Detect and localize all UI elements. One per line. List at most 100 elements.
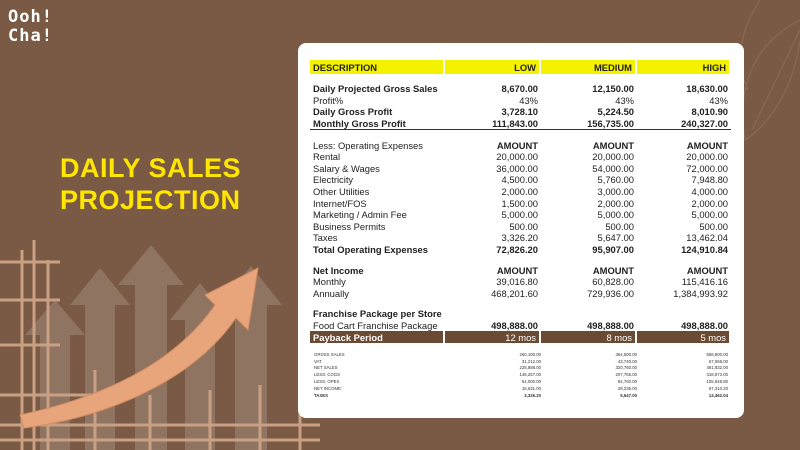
row-medium: 5,224.50 — [597, 106, 635, 118]
header-low: LOW — [445, 60, 541, 74]
row-label: Monthly — [313, 276, 346, 288]
row-high: 124,910.84 — [681, 244, 728, 256]
row-label: Rental — [313, 151, 341, 163]
row-high: 2,000.00 — [691, 197, 729, 209]
row-high: 5 mos — [637, 331, 731, 344]
leaf-decoration — [740, 0, 800, 142]
row-low: 468,201.60 — [491, 287, 538, 299]
row-label: Daily Projected Gross Sales — [313, 83, 438, 95]
row-high: 7,948.80 — [691, 174, 729, 186]
summary-low: 64,000.00 — [521, 379, 541, 385]
row-medium: 5,647.00 — [597, 232, 635, 244]
summary-low: 228,888.00 — [519, 365, 541, 371]
row-low: 498,888.00 — [491, 319, 538, 331]
row-low: 3,326.20 — [501, 232, 539, 244]
row-high: 500.00 — [699, 220, 728, 232]
row-medium: 498,888.00 — [587, 319, 634, 331]
row-label: Internet/FOS — [313, 197, 367, 209]
summary-low: 16,631.00 — [521, 385, 541, 391]
row-low: 12 mos — [445, 331, 541, 344]
summary-high: 105,948.80 — [706, 379, 728, 385]
row-medium: 3,000.00 — [597, 186, 635, 198]
row-medium: 5,000.00 — [597, 209, 635, 221]
summary-high: 67,068.00 — [708, 358, 728, 364]
row-high: 72,000.00 — [686, 162, 728, 174]
row-medium: 43% — [615, 94, 634, 106]
slide-title: DAILY SALES PROJECTION — [60, 152, 241, 216]
summary-row: NET SALES 228,888.00 320,760.00 491,832.00 — [312, 365, 730, 372]
table-row: Total Operating Expenses 72,826.20 95,907.… — [310, 244, 731, 256]
rising-arrow — [19, 267, 259, 429]
row-medium — [541, 308, 637, 320]
row-low: 1,500.00 — [501, 197, 539, 209]
table-row: Franchise Package per Store — [310, 308, 731, 320]
summary-row: GROSS SALES 260,100.00 364,500.00 558,900.0… — [312, 351, 730, 358]
summary-row: NET INCOME: 16,631.00 28,235.00 67,310.20 — [312, 385, 730, 392]
row-medium: 60,828.00 — [592, 276, 634, 288]
table-row: Annually 468,201.60 729,936.00 1,384,993.92 — [310, 288, 731, 300]
table-header-row: DESCRIPTION LOW MEDIUM HIGH — [310, 60, 731, 74]
slide-title-line2: PROJECTION — [60, 185, 241, 215]
row-high: 18,630.00 — [686, 83, 728, 95]
row-medium: 5,760.00 — [597, 174, 635, 186]
table-row: Net Income AMOUNT AMOUNT AMOUNT — [310, 264, 731, 276]
row-low: 3,728.10 — [501, 106, 539, 118]
table-row: Daily Projected Gross Sales 8,670.00 12,15… — [310, 83, 731, 95]
row-label: Profit% — [313, 94, 344, 106]
summary-low: 148,257.00 — [519, 372, 541, 378]
row-low: 39,016.80 — [496, 276, 538, 288]
row-label: Net Income — [313, 264, 364, 276]
row-medium: 8 mos — [541, 331, 637, 344]
table-row: Less: Operating Expenses AMOUNT AMOUNT AMOU… — [310, 139, 731, 151]
row-label: Salary & Wages — [313, 162, 380, 174]
summary-medium: 320,760.00 — [615, 365, 637, 371]
row-medium: AMOUNT — [592, 139, 634, 151]
summary-row: TAXES 3,326.20 5,647.00 13,462.04 — [312, 392, 730, 399]
row-high: 240,327.00 — [637, 118, 731, 131]
row-label: Other Utilities — [313, 186, 370, 198]
table-row: Monthly 39,016.80 60,828.00 115,416.16 — [310, 276, 731, 288]
table-row: Other Utilities 2,000.00 3,000.00 4,000.00 — [310, 186, 731, 198]
table-row: Food Cart Franchise Package 498,888.00 498… — [310, 320, 731, 332]
row-label: Franchise Package per Store — [313, 308, 442, 320]
summary-row: LESS: COGS 148,257.00 207,765.00 318,573.00 — [312, 371, 730, 378]
summary-row: LESS: OPEX 64,000.00 84,760.00 105,948.80 — [312, 378, 730, 385]
row-label: Electricity — [313, 174, 354, 186]
row-label: Taxes — [313, 232, 338, 244]
bamboo-scaffold — [0, 240, 320, 450]
summary-medium: 43,740.00 — [617, 358, 637, 364]
row-label: Payback Period — [310, 331, 445, 344]
table-row: Monthly Gross Profit 111,843.00 156,735.00… — [310, 118, 731, 131]
row-low: 2,000.00 — [501, 186, 539, 198]
summary-high: 558,900.00 — [706, 351, 728, 357]
summary-label: TAXES — [314, 392, 329, 398]
row-low: 72,826.20 — [496, 244, 538, 256]
table-row: Daily Gross Profit 3,728.10 5,224.50 8,010.… — [310, 106, 731, 118]
row-low: AMOUNT — [496, 264, 538, 276]
row-low: 36,000.00 — [496, 162, 538, 174]
row-high: 1,384,993.92 — [673, 287, 728, 299]
summary-high: 491,832.00 — [706, 365, 728, 371]
slide-title-line1: DAILY SALES — [60, 153, 242, 183]
row-medium: 729,936.00 — [587, 287, 634, 299]
summary-low: 31,212.00 — [521, 358, 541, 364]
row-low: AMOUNT — [496, 139, 538, 151]
row-low: 111,843.00 — [445, 118, 541, 131]
summary-medium: 28,235.00 — [617, 385, 637, 391]
summary-high: 318,573.00 — [706, 372, 728, 378]
row-medium: 500.00 — [605, 220, 634, 232]
row-label: Annually — [313, 287, 349, 299]
summary-high: 67,310.20 — [708, 385, 728, 391]
row-medium: 20,000.00 — [592, 151, 634, 163]
summary-label: VAT — [314, 358, 322, 364]
row-low: 8,670.00 — [501, 83, 539, 95]
header-description: DESCRIPTION — [310, 60, 445, 74]
row-medium: 156,735.00 — [541, 118, 637, 131]
table-row: Rental 20,000.00 20,000.00 20,000.00 — [310, 151, 731, 163]
row-high: AMOUNT — [686, 139, 728, 151]
table-row: Electricity 4,500.00 5,760.00 7,948.80 — [310, 174, 731, 186]
row-high: 43% — [709, 94, 728, 106]
row-label: Business Permits — [313, 220, 386, 232]
summary-label: NET INCOME: — [314, 385, 343, 391]
row-high: AMOUNT — [686, 264, 728, 276]
